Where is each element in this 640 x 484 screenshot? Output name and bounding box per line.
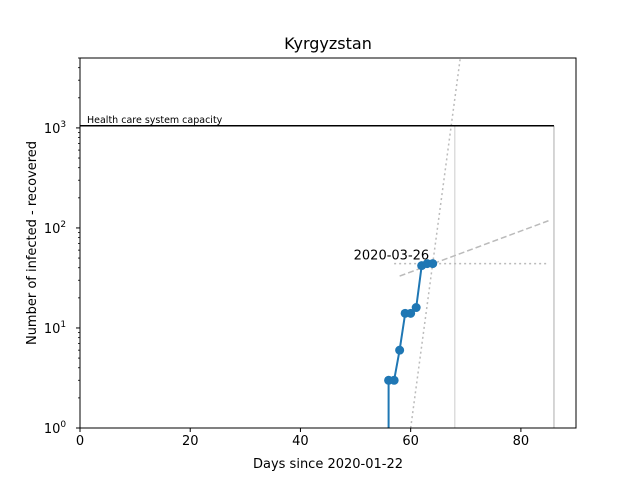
x-tick-label: 80 — [513, 434, 530, 449]
data-point — [428, 259, 438, 269]
fit-line-dotted — [409, 57, 462, 429]
capacity-label: Health care system capacity — [87, 115, 223, 126]
plot-area: Health care system capacity 2020-03-26 — [80, 57, 555, 429]
y-tick-base: 10 — [44, 122, 61, 137]
data-point — [389, 375, 399, 385]
y-tick-label: 103 — [44, 120, 66, 137]
series-line — [387, 262, 433, 428]
date-annotation: 2020-03-26 — [354, 249, 430, 264]
y-tick-base: 10 — [44, 322, 61, 337]
y-axis-label: Number of infected - recovered — [25, 141, 40, 345]
x-tick-label: 60 — [402, 434, 419, 449]
x-axis: 0 20 40 60 80 — [76, 428, 529, 449]
x-tick-label: 40 — [292, 434, 309, 449]
y-tick-base: 10 — [44, 422, 61, 437]
y-tick-label: 102 — [44, 220, 66, 237]
y-tick-exponent: 1 — [60, 320, 66, 330]
chart-title: Kyrgyzstan — [284, 34, 372, 53]
y-tick-exponent: 3 — [60, 120, 66, 130]
y-tick-exponent: 2 — [60, 220, 66, 230]
y-tick-base: 10 — [44, 222, 61, 237]
y-tick-label: 100 — [44, 420, 67, 437]
plot-frame — [79, 57, 577, 429]
data-point — [406, 308, 416, 318]
data-point — [395, 345, 405, 355]
y-tick-label: 101 — [44, 320, 66, 337]
x-tick-label: 20 — [182, 434, 199, 449]
data-point — [411, 303, 421, 313]
y-tick-exponent: 0 — [60, 420, 66, 430]
x-tick-label: 0 — [76, 434, 84, 449]
x-axis-label: Days since 2020-01-22 — [253, 457, 403, 472]
